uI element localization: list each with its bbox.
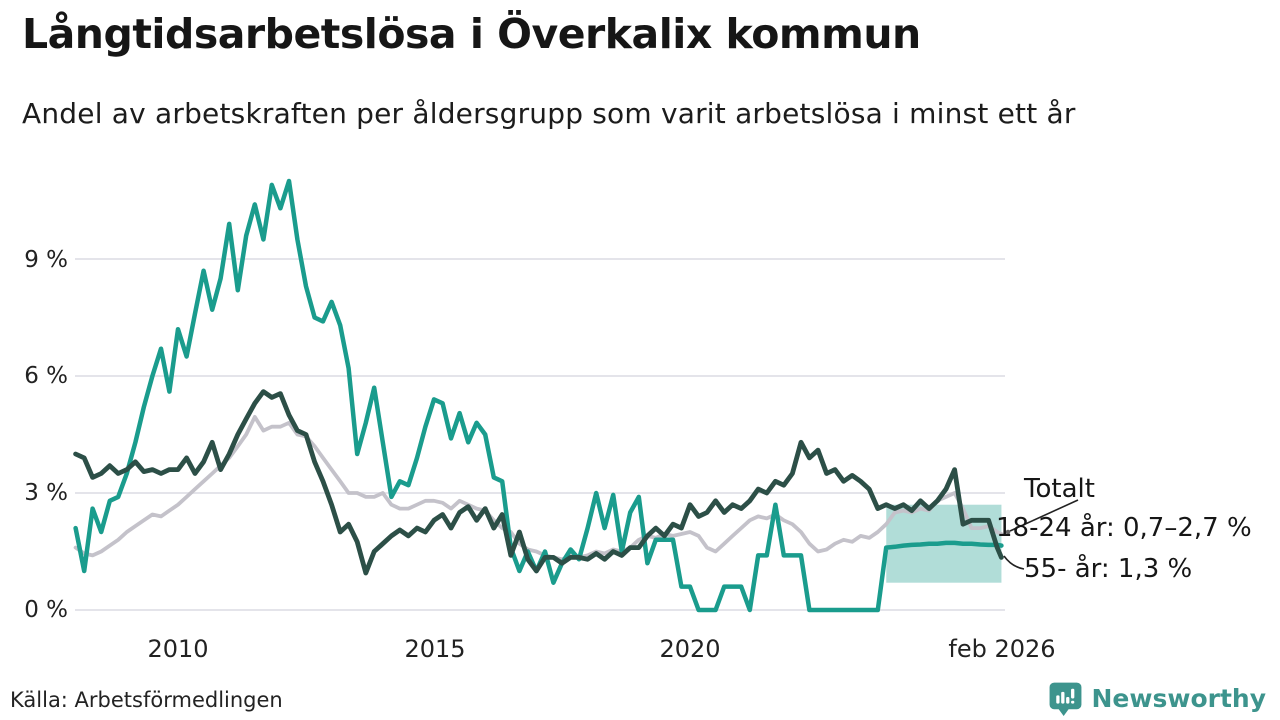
- end-label-18-24: 18-24 år: 0,7–2,7 %: [996, 513, 1252, 543]
- x-axis-tick-2020: 2020: [659, 635, 721, 663]
- end-label-55: 55- år: 1,3 %: [1024, 554, 1193, 584]
- leader-line-totalt: [1009, 499, 1079, 532]
- page-title: Långtidsarbetslösa i Överkalix kommun: [22, 10, 921, 58]
- mini-bar-chart-glyph: [1055, 688, 1074, 704]
- page-subtitle: Andel av arbetskraften per åldersgrupp s…: [22, 97, 1076, 130]
- leader-line-55: [1003, 555, 1025, 570]
- newsworthy-logo-text: Newsworthy: [1091, 684, 1267, 713]
- series-line-totalt: [73, 414, 1004, 562]
- y-axis-tick-0: 0 %: [24, 597, 68, 623]
- source-note: Källa: Arbetsförmedlingen: [10, 688, 283, 712]
- speech-bubble-shape: [1049, 682, 1081, 716]
- x-axis-tick-feb-2026: feb 2026: [948, 635, 1056, 663]
- newsworthy-logo: Newsworthy: [1047, 680, 1267, 717]
- series-line-55-r: [73, 389, 1004, 576]
- x-axis-tick-2010: 2010: [147, 635, 209, 663]
- x-axis-tick-2015: 2015: [404, 635, 466, 663]
- end-label-totalt: Totalt: [1024, 474, 1095, 504]
- leader-dot-totalt: [1005, 529, 1011, 535]
- y-axis-tick-9: 9 %: [24, 247, 68, 273]
- series-lines: [73, 178, 1004, 613]
- y-axis-tick-3: 3 %: [24, 480, 68, 506]
- annotation-leader-lines: [1003, 499, 1079, 570]
- series-line-18-24-r: [73, 178, 1004, 613]
- newsworthy-logo-icon: [1049, 682, 1081, 716]
- y-axis-tick-6: 6 %: [24, 363, 68, 389]
